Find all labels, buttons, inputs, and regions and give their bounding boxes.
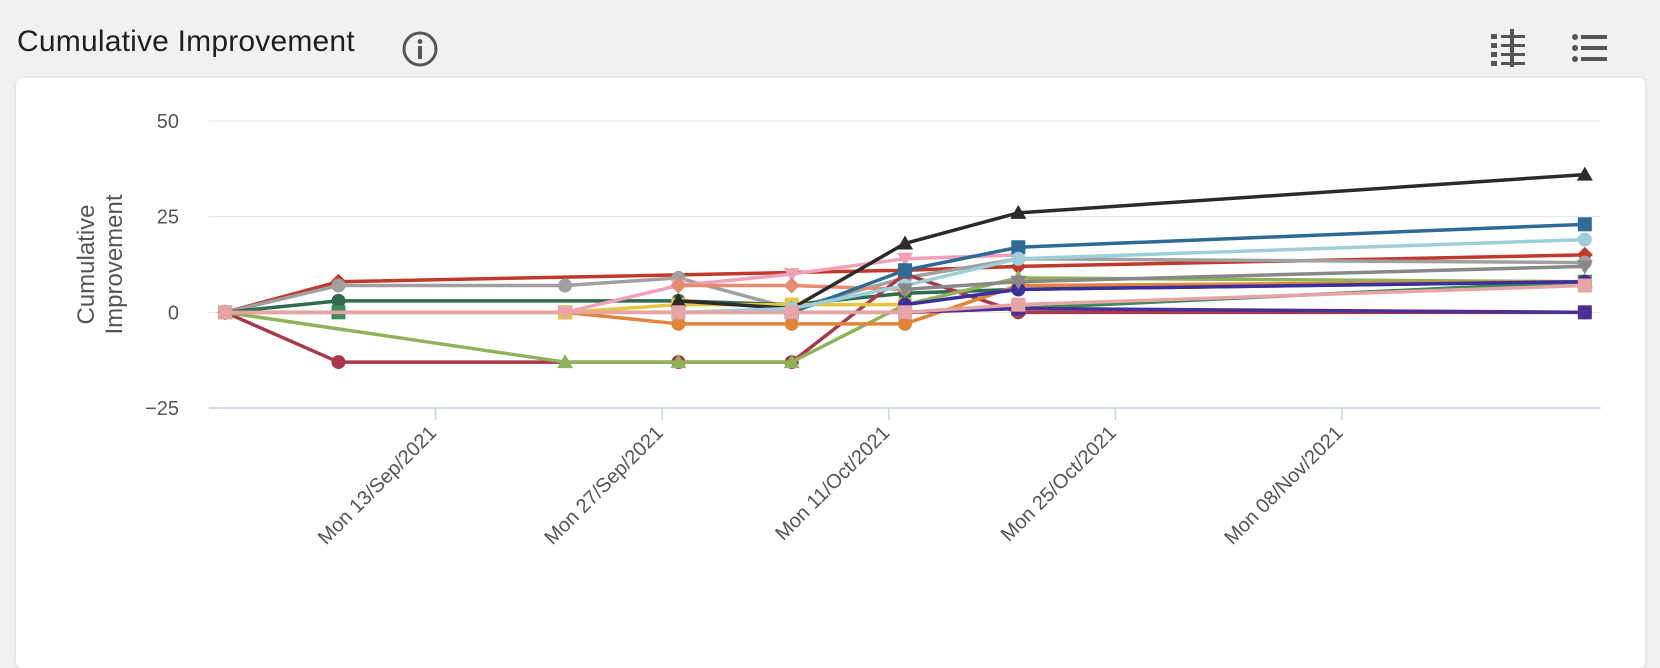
series-17 xyxy=(218,278,1592,320)
series-line xyxy=(904,306,1585,315)
data-point xyxy=(670,277,687,294)
data-point xyxy=(1011,240,1026,255)
x-tick-label: Mon 08/Nov/2021 xyxy=(1220,422,1347,549)
data-point xyxy=(898,316,912,331)
y-axis-title-line: Improvement xyxy=(101,194,128,334)
x-tick-label: Mon 13/Sep/2021 xyxy=(314,422,441,549)
data-point xyxy=(784,305,799,320)
data-point xyxy=(331,278,346,293)
data-point xyxy=(558,278,573,293)
page-header: Cumulative Improvement xyxy=(0,0,1660,90)
data-point xyxy=(783,268,800,283)
data-point xyxy=(331,355,346,370)
column-filter-icon[interactable] xyxy=(1487,27,1529,69)
chart-card: −25 0 25 50 Mon 13/Sep/2021 Mon 27/Sep/2021 Mo… xyxy=(16,78,1645,668)
info-circle-icon[interactable] xyxy=(400,29,440,69)
data-point xyxy=(1011,251,1026,266)
data-point xyxy=(897,252,913,267)
data-point xyxy=(1011,297,1026,312)
y-tick-label: 50 xyxy=(157,111,179,133)
data-point xyxy=(1576,166,1593,181)
series-16 xyxy=(897,260,1593,298)
data-point xyxy=(783,277,800,294)
series-line xyxy=(791,222,1585,314)
y-axis-title: CumulativeImprovement xyxy=(73,194,128,334)
data-point xyxy=(783,354,800,369)
data-point xyxy=(898,305,912,320)
series-11 xyxy=(670,166,1593,315)
series-13 xyxy=(671,232,1592,320)
data-point xyxy=(670,354,687,369)
data-point xyxy=(898,263,912,278)
y-tick-label: 25 xyxy=(157,207,179,229)
data-point xyxy=(897,235,913,250)
data-point xyxy=(670,292,687,307)
data-point xyxy=(1576,260,1593,275)
data-point xyxy=(897,283,913,298)
y-axis-title-line: Cumulative xyxy=(73,204,100,324)
data-point xyxy=(218,305,233,320)
list-icon[interactable] xyxy=(1568,27,1610,69)
line-chart: −25 0 25 50 Mon 13/Sep/2021 Mon 27/Sep/2021 Mo… xyxy=(73,111,1601,549)
data-point xyxy=(1576,246,1593,263)
page-title: Cumulative Improvement xyxy=(17,25,355,58)
data-point xyxy=(331,293,346,308)
data-point xyxy=(1577,305,1592,320)
data-point xyxy=(1577,232,1592,247)
y-tick-label: −25 xyxy=(145,398,179,420)
x-tick-label: Mon 25/Oct/2021 xyxy=(997,422,1121,546)
data-point xyxy=(1010,204,1027,219)
x-tick-label: Mon 11/Oct/2021 xyxy=(771,422,894,545)
x-tick-label: Mon 27/Sep/2021 xyxy=(541,422,668,549)
y-tick-label: 0 xyxy=(168,302,179,324)
series-line xyxy=(225,283,1585,315)
data-point xyxy=(1577,278,1592,293)
data-point xyxy=(671,305,686,320)
data-point xyxy=(671,316,686,331)
data-point xyxy=(784,316,799,331)
data-point xyxy=(557,354,574,369)
data-point xyxy=(1577,217,1592,232)
data-point xyxy=(1010,275,1027,290)
